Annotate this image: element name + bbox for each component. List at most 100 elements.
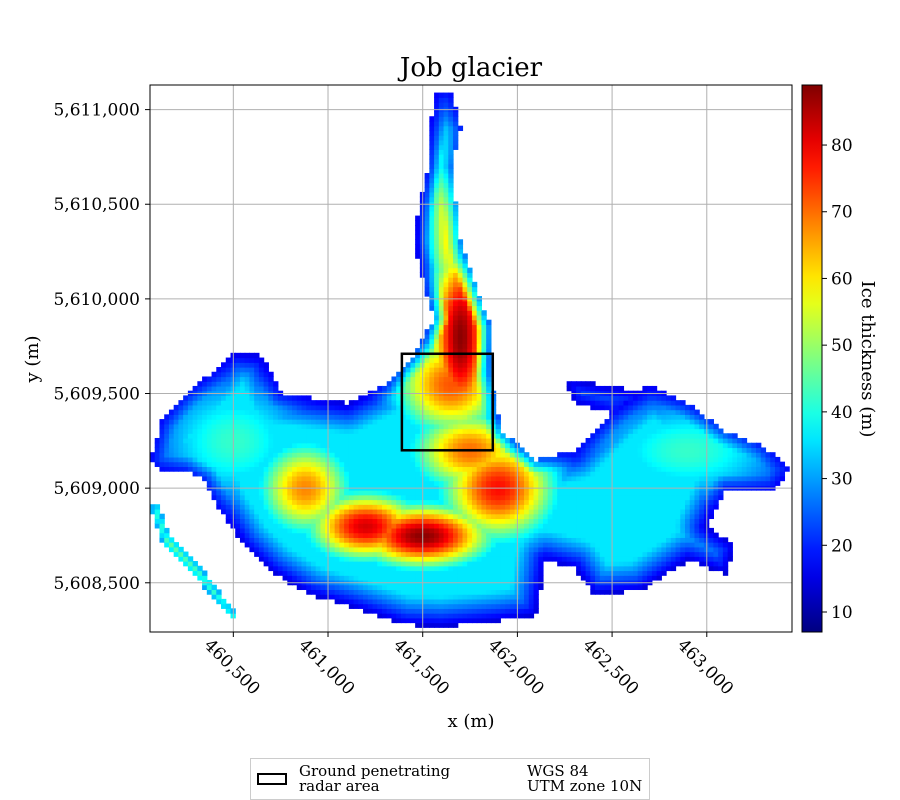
ice-thickness-cell <box>329 409 336 415</box>
ice-thickness-cell <box>386 404 393 411</box>
ice-thickness-cell <box>372 594 378 600</box>
ice-thickness-cell <box>424 542 430 548</box>
ice-thickness-cell <box>353 508 359 515</box>
ice-thickness-cell <box>206 475 213 482</box>
ice-thickness-cell <box>391 456 397 463</box>
ice-thickness-cell <box>585 570 591 576</box>
ice-thickness-cell <box>358 603 364 609</box>
ice-thickness-cell <box>353 594 359 600</box>
ice-thickness-cell <box>467 570 473 576</box>
ice-thickness-cell <box>405 362 411 368</box>
ice-thickness-cell <box>453 546 459 553</box>
ice-thickness-cell <box>410 466 416 472</box>
ice-thickness-cell <box>613 504 620 510</box>
ice-thickness-cell <box>221 494 227 501</box>
ice-thickness-cell <box>533 575 539 581</box>
ice-thickness-cell <box>457 376 464 382</box>
ice-thickness-cell <box>595 385 601 392</box>
ice-thickness-cell <box>490 613 497 619</box>
ice-thickness-cell <box>623 556 629 562</box>
ice-thickness-cell <box>524 527 530 534</box>
ice-thickness-cell <box>443 508 449 515</box>
ice-thickness-cell <box>632 504 639 510</box>
ice-thickness-cell <box>239 352 246 359</box>
ice-thickness-cell <box>282 518 288 524</box>
ice-thickness-cell <box>457 551 464 557</box>
ice-thickness-cell <box>287 419 293 425</box>
ice-thickness-cell <box>533 461 539 467</box>
ice-thickness-cell <box>320 589 326 595</box>
ice-thickness-cell <box>448 352 454 359</box>
ice-thickness-cell <box>613 395 620 401</box>
ice-thickness-cell <box>282 452 288 458</box>
ice-thickness-cell <box>273 452 279 458</box>
ice-thickness-cell <box>296 490 303 496</box>
ice-thickness-cell <box>628 480 634 486</box>
ice-thickness-cell <box>453 471 459 477</box>
ice-thickness-cell <box>296 518 303 524</box>
ice-thickness-cell <box>263 385 269 392</box>
ice-thickness-cell <box>623 570 629 576</box>
ice-thickness-cell <box>500 466 506 472</box>
ice-thickness-cell <box>453 442 459 449</box>
ice-thickness-cell <box>604 385 610 392</box>
ice-thickness-cell <box>453 357 459 363</box>
ice-thickness-cell <box>367 480 374 486</box>
ice-thickness-cell <box>381 461 388 467</box>
ice-thickness-cell <box>320 404 326 411</box>
ice-thickness-cell <box>244 518 251 524</box>
ice-thickness-cell <box>680 532 686 538</box>
ice-thickness-cell <box>476 504 483 510</box>
ice-thickness-cell <box>642 480 648 486</box>
ice-thickness-cell <box>254 471 260 477</box>
ice-thickness-cell <box>708 466 714 472</box>
ice-thickness-cell <box>282 475 288 482</box>
ice-thickness-cell <box>301 584 307 591</box>
ice-thickness-cell <box>235 456 241 463</box>
ice-thickness-cell <box>471 357 478 363</box>
ice-thickness-cell <box>363 452 369 458</box>
ice-thickness-cell <box>476 532 483 538</box>
ice-thickness-cell <box>344 561 350 567</box>
ice-thickness-cell <box>310 447 317 453</box>
ice-thickness-cell <box>576 565 582 572</box>
ice-thickness-cell <box>363 504 369 510</box>
ice-thickness-cell <box>405 480 411 486</box>
ice-thickness-cell <box>282 419 288 425</box>
ice-thickness-cell <box>637 575 643 581</box>
ice-thickness-cell <box>320 452 326 458</box>
ice-thickness-cell <box>415 456 421 463</box>
ice-thickness-cell <box>467 314 473 321</box>
ice-thickness-cell <box>467 513 473 520</box>
ice-thickness-cell <box>415 518 421 524</box>
ice-thickness-cell <box>642 471 648 477</box>
ice-thickness-cell <box>306 475 312 482</box>
ice-thickness-cell <box>424 329 430 335</box>
ice-thickness-cell <box>685 513 691 520</box>
ice-thickness-cell <box>310 433 317 439</box>
ice-thickness-cell <box>287 513 293 520</box>
ice-thickness-cell <box>462 494 468 501</box>
ice-thickness-cell <box>756 456 762 463</box>
ice-thickness-cell <box>424 494 430 501</box>
ice-thickness-cell <box>348 561 355 567</box>
ice-thickness-cell <box>599 400 606 406</box>
ice-thickness-cell <box>557 523 563 529</box>
ice-thickness-cell <box>713 556 719 562</box>
ice-thickness-cell <box>396 428 402 434</box>
ice-thickness-cell <box>363 575 369 581</box>
ice-thickness-cell <box>656 433 662 439</box>
ice-thickness-cell <box>282 409 288 415</box>
ice-thickness-cell <box>666 561 672 567</box>
ice-thickness-cell <box>192 456 198 463</box>
ice-thickness-cell <box>580 513 587 520</box>
ice-thickness-cell <box>254 504 260 510</box>
ice-thickness-cell <box>258 447 265 453</box>
ice-thickness-cell <box>192 409 198 415</box>
ice-thickness-cell <box>765 475 771 482</box>
ice-thickness-cell <box>727 556 733 562</box>
ice-thickness-cell <box>642 518 648 524</box>
ice-thickness-cell <box>202 428 208 434</box>
ice-thickness-cell <box>613 419 620 425</box>
ice-thickness-cell <box>595 527 601 534</box>
